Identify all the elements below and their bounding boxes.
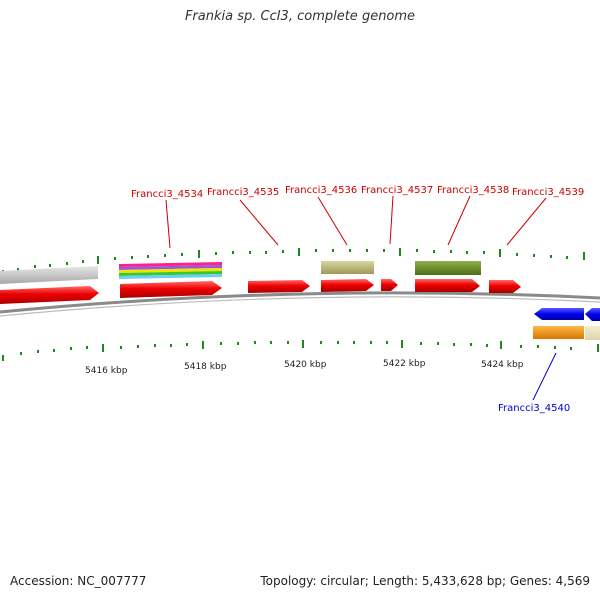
gene-label-francci3-4536[interactable]: Francci3_4536 bbox=[285, 185, 357, 196]
genome-stats-text: Topology: circular; Length: 5,433,628 bp… bbox=[260, 574, 590, 588]
scale-label-5416: 5416 kbp bbox=[85, 366, 128, 376]
cds-arrow-forward-3[interactable] bbox=[248, 280, 310, 293]
gene-label-francci3-4537[interactable]: Francci3_4537 bbox=[361, 185, 433, 196]
scale-label-5424: 5424 kbp bbox=[481, 360, 524, 370]
cds-arrow-forward-6[interactable] bbox=[415, 279, 480, 292]
feature-orange-block[interactable] bbox=[533, 326, 584, 339]
cds-arrow-reverse-1[interactable] bbox=[534, 308, 584, 320]
cds-arrow-forward-5[interactable] bbox=[381, 279, 398, 291]
label-leaders-forward bbox=[165, 195, 547, 249]
backbone-outer bbox=[0, 291, 600, 314]
gene-label-francci3-4535[interactable]: Francci3_4535 bbox=[207, 187, 279, 198]
cds-arrow-forward-4[interactable] bbox=[321, 279, 374, 292]
feature-olive-block[interactable] bbox=[321, 261, 374, 274]
backbone-inner bbox=[0, 296, 600, 317]
cds-arrow-forward-2[interactable] bbox=[120, 281, 222, 298]
scale-label-5418: 5418 kbp bbox=[184, 362, 227, 372]
gene-label-francci3-4540[interactable]: Francci3_4540 bbox=[498, 403, 570, 414]
upper-tick-row bbox=[2, 248, 585, 273]
feature-multicolor-block[interactable] bbox=[119, 262, 222, 279]
label-leader-reverse bbox=[532, 352, 557, 401]
gene-label-francci3-4534[interactable]: Francci3_4534 bbox=[131, 189, 203, 200]
feature-green-block[interactable] bbox=[415, 261, 481, 275]
gene-label-francci3-4538[interactable]: Francci3_4538 bbox=[437, 185, 509, 196]
cds-arrow-forward-1[interactable] bbox=[0, 286, 99, 304]
scale-label-5420: 5420 kbp bbox=[284, 360, 327, 370]
accession-text: Accession: NC_007777 bbox=[10, 574, 147, 588]
lower-tick-row bbox=[2, 340, 599, 361]
feature-grey-block[interactable] bbox=[0, 266, 98, 284]
gene-label-francci3-4539[interactable]: Francci3_4539 bbox=[512, 187, 584, 198]
cds-arrow-reverse-2[interactable] bbox=[585, 308, 600, 321]
cds-arrow-forward-7[interactable] bbox=[489, 280, 521, 293]
feature-pale-block[interactable] bbox=[585, 326, 600, 340]
scale-label-5422: 5422 kbp bbox=[383, 359, 426, 369]
genome-title: Frankia sp. CcI3, complete genome bbox=[184, 9, 416, 24]
